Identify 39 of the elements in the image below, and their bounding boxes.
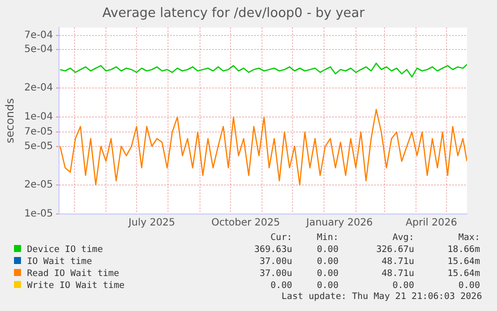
- y-tick-label: 2e-04: [24, 82, 54, 94]
- x-tick-label: April 2026: [406, 218, 458, 229]
- text: 0.00: [316, 268, 340, 280]
- text: 0.00: [316, 280, 340, 292]
- text: 15.64m: [446, 268, 481, 280]
- y-tick-label: 2e-05: [24, 179, 54, 190]
- text: 18.66m: [446, 244, 481, 256]
- y-tick-label: 7e-04: [24, 30, 54, 41]
- y-tick-label: 5e-04: [24, 44, 54, 56]
- text: 0.00: [316, 244, 340, 256]
- text: 0.00: [391, 280, 416, 292]
- text: Last update: Thu May 21 21:06:03 2026: [280, 292, 482, 302]
- y-tick-label: 7e-05: [24, 126, 54, 138]
- chart-title: Average latency for /dev/loop0 - by year: [102, 6, 366, 22]
- text: 0.00: [270, 280, 294, 292]
- text: 48.71u: [380, 268, 416, 280]
- x-tick-label: July 2025: [128, 218, 176, 229]
- text: 37.00u: [258, 268, 294, 280]
- legend-label: Read IO Wait time: [26, 268, 120, 280]
- text: Max:: [457, 232, 481, 244]
- text: 0.00: [457, 280, 481, 292]
- text: 48.71u: [380, 256, 416, 268]
- text: Cur:: [270, 232, 294, 244]
- legend-label: Write IO Wait time: [26, 280, 126, 292]
- y-axis-title: seconds: [3, 98, 16, 144]
- text: 37.00u: [258, 256, 294, 268]
- text: Avg:: [391, 232, 416, 244]
- text: 15.64m: [446, 256, 481, 268]
- legend-label: IO Wait time: [26, 256, 94, 268]
- x-tick-label: January 2026: [305, 218, 373, 229]
- legend-label: Device IO time: [26, 244, 104, 256]
- text: 369.63u: [253, 244, 294, 256]
- y-tick-label: 1e-04: [24, 112, 54, 123]
- text: 326.67u: [375, 244, 416, 256]
- y-tick-label: 1e-05: [24, 208, 54, 220]
- x-tick-label: October 2025: [211, 218, 280, 229]
- y-tick-label: 5e-05: [24, 140, 54, 152]
- text: Min:: [316, 232, 340, 244]
- text: 0.00: [316, 256, 340, 268]
